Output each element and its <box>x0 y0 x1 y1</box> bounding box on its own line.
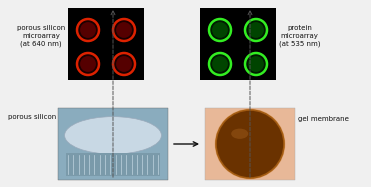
Circle shape <box>116 56 132 72</box>
Circle shape <box>113 53 135 75</box>
Circle shape <box>245 53 267 75</box>
Circle shape <box>80 56 96 72</box>
Circle shape <box>80 22 96 38</box>
Circle shape <box>113 19 135 41</box>
Circle shape <box>212 56 228 72</box>
Circle shape <box>209 53 231 75</box>
Circle shape <box>245 19 267 41</box>
Circle shape <box>212 22 228 38</box>
Circle shape <box>216 110 284 178</box>
Text: porous silicon: porous silicon <box>8 114 56 120</box>
Bar <box>205 108 295 180</box>
Bar <box>200 8 276 80</box>
Circle shape <box>77 19 99 41</box>
Ellipse shape <box>231 129 248 139</box>
Circle shape <box>77 53 99 75</box>
Circle shape <box>209 19 231 41</box>
Circle shape <box>248 22 264 38</box>
Ellipse shape <box>65 117 161 154</box>
Bar <box>66 153 160 176</box>
Bar <box>58 108 168 180</box>
Bar <box>68 8 144 80</box>
Circle shape <box>248 56 264 72</box>
Text: protein
microarray
(at 535 nm): protein microarray (at 535 nm) <box>279 25 321 47</box>
Circle shape <box>116 22 132 38</box>
Text: gel membrane: gel membrane <box>298 116 349 122</box>
Text: porous silicon
microarray
(at 640 nm): porous silicon microarray (at 640 nm) <box>17 25 65 47</box>
